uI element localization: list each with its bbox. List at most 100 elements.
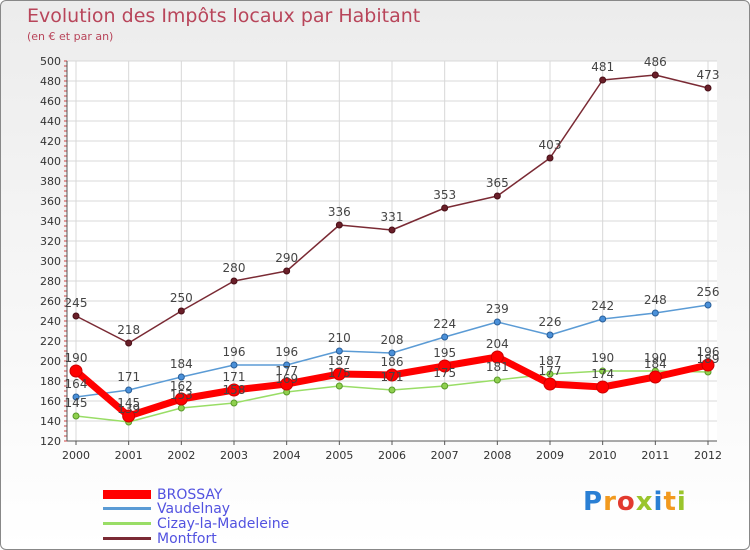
proxiti-logo[interactable]: Proxiti [583, 487, 687, 517]
data-point-vaudelnay[interactable] [493, 318, 501, 326]
data-point-cizay-la-madeleine[interactable] [546, 370, 554, 378]
data-label-brossay: 186 [381, 355, 404, 369]
data-point-vaudelnay[interactable] [388, 349, 396, 357]
data-point-brossay[interactable] [69, 364, 83, 378]
y-tick-label: 180 [40, 375, 61, 388]
legend-swatch-brossay [103, 490, 151, 499]
data-point-vaudelnay[interactable] [125, 386, 133, 394]
x-tick-labels: 2000 2001 2002 2003 2004 2005 2006 2007 2008 2009… [62, 449, 722, 462]
data-point-cizay-la-madeleine[interactable] [441, 382, 449, 390]
data-point-brossay[interactable] [227, 383, 241, 397]
data-label-cizay-la-madeleine: 190 [591, 351, 614, 365]
data-label-cizay-la-madeleine: 190 [644, 351, 667, 365]
y-tick-label: 280 [40, 275, 61, 288]
data-point-brossay[interactable] [648, 370, 662, 384]
data-label-montfort: 218 [117, 323, 140, 337]
data-label-montfort: 290 [275, 251, 298, 265]
y-tick-label: 300 [40, 255, 61, 268]
data-point-vaudelnay[interactable] [441, 333, 449, 341]
legend-item-brossay[interactable]: BROSSAY [103, 486, 223, 503]
data-point-vaudelnay[interactable] [72, 393, 80, 401]
data-point-montfort[interactable] [388, 226, 396, 234]
data-label-cizay-la-madeleine: 169 [275, 372, 298, 386]
x-tick-label: 2001 [115, 449, 143, 462]
data-point-montfort[interactable] [546, 154, 554, 162]
data-label-brossay: 177 [539, 364, 562, 378]
legend-label-montfort: Montfort [157, 530, 217, 547]
data-label-cizay-la-madeleine: 145 [65, 396, 88, 410]
y-tick-label: 420 [40, 135, 61, 148]
x-tick-label: 2004 [273, 449, 301, 462]
data-point-montfort[interactable] [651, 71, 659, 79]
y-tick-label: 200 [40, 355, 61, 368]
data-point-cizay-la-madeleine[interactable] [599, 367, 607, 375]
y-tick-label: 440 [40, 115, 61, 128]
data-label-vaudelnay: 224 [433, 317, 456, 331]
data-point-cizay-la-madeleine[interactable] [388, 386, 396, 394]
data-point-vaudelnay[interactable] [546, 331, 554, 339]
data-point-montfort[interactable] [599, 76, 607, 84]
y-tick-label: 260 [40, 295, 61, 308]
data-label-brossay: 184 [644, 357, 667, 371]
data-point-brossay[interactable] [122, 409, 136, 423]
y-tick-label: 140 [40, 415, 61, 428]
data-label-cizay-la-madeleine: 175 [328, 366, 351, 380]
data-point-cizay-la-madeleine[interactable] [335, 382, 343, 390]
data-point-montfort[interactable] [230, 277, 238, 285]
data-label-cizay-la-madeleine: 171 [381, 370, 404, 384]
data-point-montfort[interactable] [72, 312, 80, 320]
x-tick-label: 2012 [694, 449, 722, 462]
data-point-vaudelnay[interactable] [704, 301, 712, 309]
legend-label-brossay: BROSSAY [157, 486, 223, 503]
data-point-vaudelnay[interactable] [283, 361, 291, 369]
data-point-montfort[interactable] [441, 204, 449, 212]
data-point-brossay[interactable] [332, 367, 346, 381]
data-point-montfort[interactable] [283, 267, 291, 275]
y-tick-label: 460 [40, 95, 61, 108]
data-label-vaudelnay: 164 [65, 377, 88, 391]
data-point-vaudelnay[interactable] [651, 309, 659, 317]
data-point-montfort[interactable] [493, 192, 501, 200]
data-point-vaudelnay[interactable] [335, 347, 343, 355]
data-point-montfort[interactable] [125, 339, 133, 347]
y-tick-label: 340 [40, 215, 61, 228]
data-point-montfort[interactable] [177, 307, 185, 315]
data-point-brossay[interactable] [490, 350, 504, 364]
data-label-brossay: 174 [591, 367, 614, 381]
y-tick-label: 380 [40, 175, 61, 188]
data-point-brossay[interactable] [174, 392, 188, 406]
data-label-brossay: 190 [65, 351, 88, 365]
data-point-cizay-la-madeleine[interactable] [72, 412, 80, 420]
data-point-brossay[interactable] [543, 377, 557, 391]
data-point-cizay-la-madeleine[interactable] [230, 399, 238, 407]
logo-letter: x [635, 487, 654, 517]
data-point-brossay[interactable] [596, 380, 610, 394]
data-point-vaudelnay[interactable] [599, 315, 607, 323]
data-point-brossay[interactable] [701, 358, 715, 372]
data-label-montfort: 403 [539, 138, 562, 152]
data-label-vaudelnay: 171 [117, 370, 140, 384]
series-lines [69, 71, 715, 426]
data-label-brossay: 187 [328, 354, 351, 368]
data-label-vaudelnay: 196 [223, 345, 246, 359]
data-point-brossay[interactable] [280, 377, 294, 391]
data-point-vaudelnay[interactable] [230, 361, 238, 369]
data-point-montfort[interactable] [704, 84, 712, 92]
data-label-cizay-la-madeleine: 175 [433, 366, 456, 380]
data-point-cizay-la-madeleine[interactable] [493, 376, 501, 384]
legend-item-cizay[interactable]: Cizay-la-Madeleine [103, 516, 289, 532]
data-point-cizay-la-madeleine[interactable] [177, 404, 185, 412]
data-label-brossay: 204 [486, 337, 509, 351]
data-point-brossay[interactable] [385, 368, 399, 382]
data-label-cizay-la-madeleine: 187 [539, 354, 562, 368]
data-label-cizay-la-madeleine: 139 [117, 402, 140, 416]
axes [64, 60, 717, 445]
data-point-brossay[interactable] [438, 359, 452, 373]
data-point-montfort[interactable] [335, 221, 343, 229]
data-label-vaudelnay: 242 [591, 299, 614, 313]
data-point-vaudelnay[interactable] [177, 373, 185, 381]
legend-item-montfort[interactable]: Montfort [103, 530, 217, 547]
legend-item-vaudelnay[interactable]: Vaudelnay [103, 501, 230, 517]
data-label-montfort: 365 [486, 176, 509, 190]
legend-swatch-montfort [103, 537, 151, 540]
